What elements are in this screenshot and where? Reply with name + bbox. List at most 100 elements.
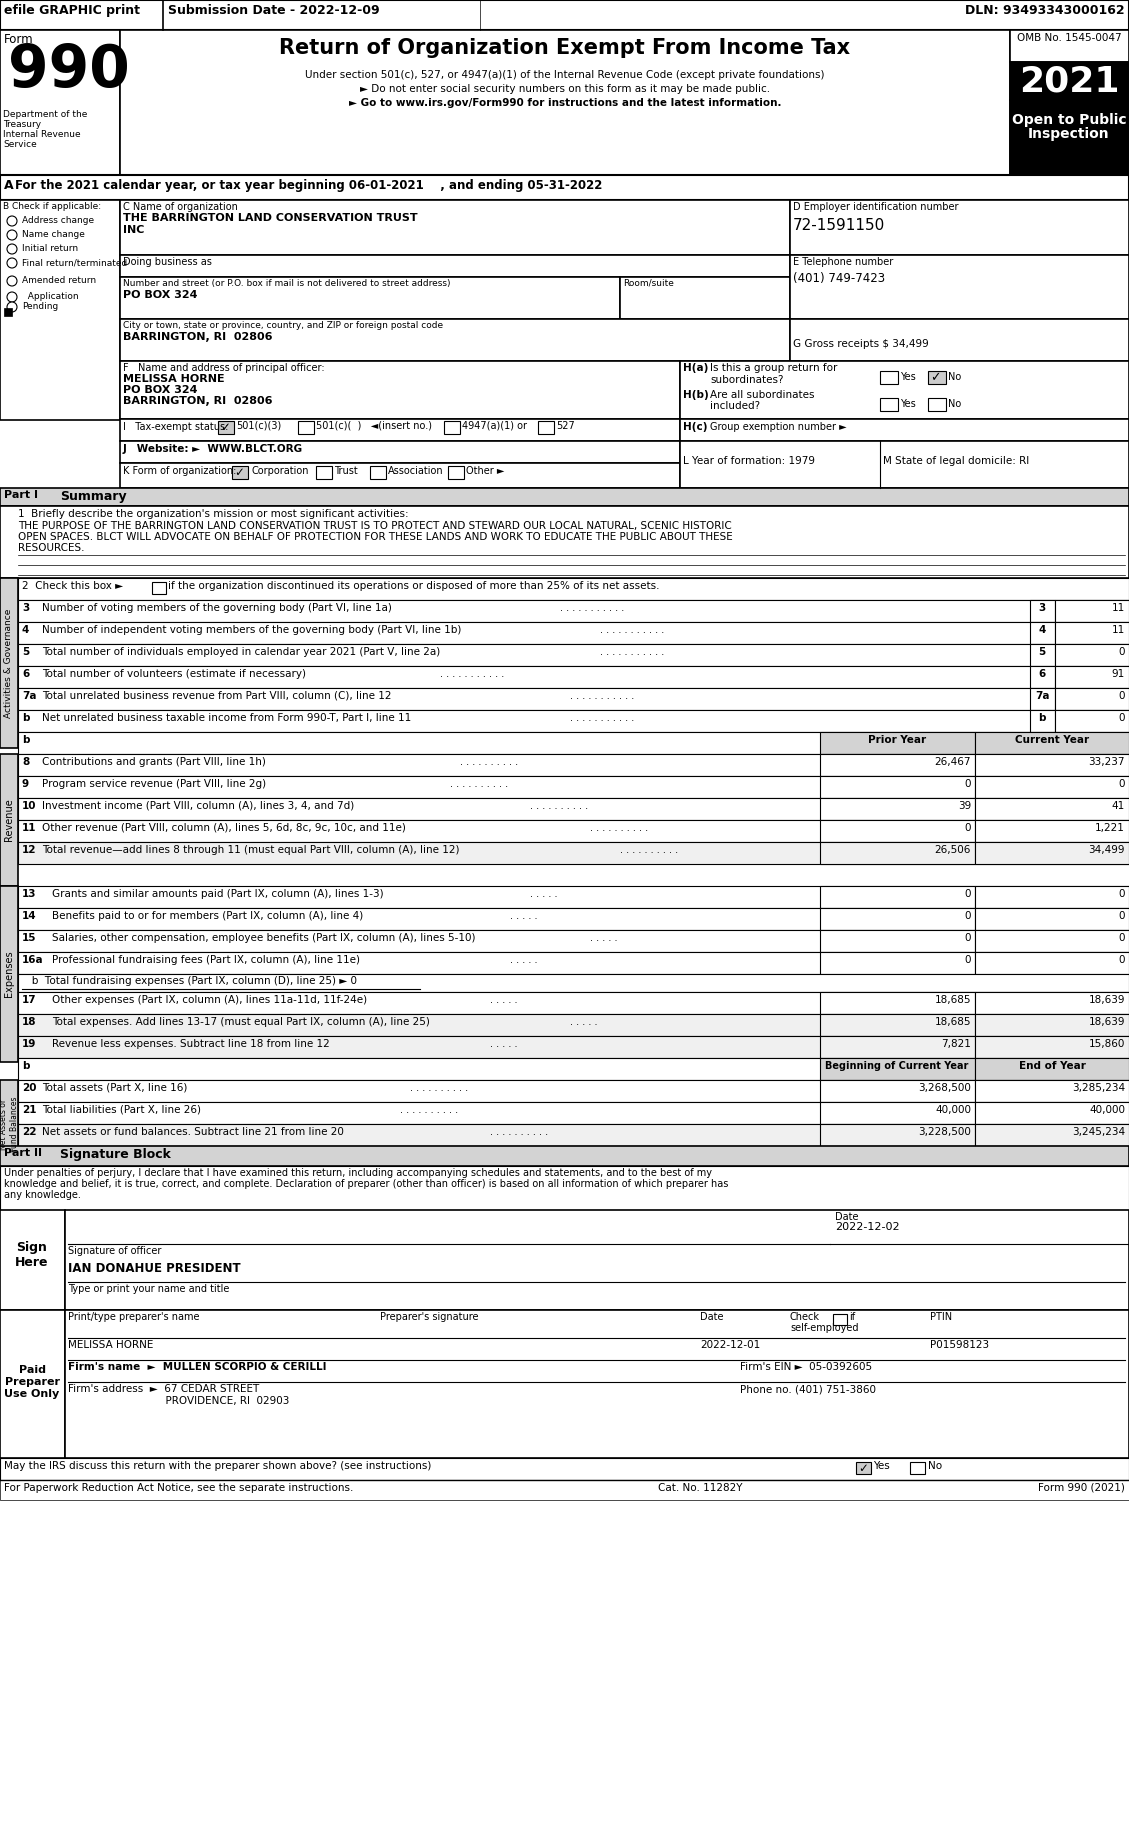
Text: PO BOX 324: PO BOX 324 [123,384,198,395]
Text: Yes: Yes [873,1462,890,1471]
Text: . . . . .: . . . . . [510,911,537,920]
Bar [975,1037,1129,1059]
Bar [790,200,1129,255]
Text: Doing business as: Doing business as [123,257,212,266]
Text: Type or print your name and title: Type or print your name and title [68,1284,229,1294]
Bar [1030,601,1054,623]
Text: 4947(a)(1) or: 4947(a)(1) or [462,421,527,431]
Text: Revenue: Revenue [5,798,14,841]
Bar [820,952,975,974]
Bar [0,1166,1129,1210]
Text: 0: 0 [964,780,971,789]
Bar [0,0,1129,30]
Bar [928,371,946,384]
Text: 7,821: 7,821 [942,1039,971,1050]
Text: Part II: Part II [5,1148,42,1159]
Bar [218,421,234,434]
Text: Contributions and grants (Part VIII, line 1h): Contributions and grants (Part VIII, lin… [42,758,265,767]
Text: . . . . .: . . . . . [570,1016,597,1027]
Bar [975,1015,1129,1037]
Text: Name change: Name change [21,229,85,238]
Bar [0,1458,1129,1480]
Text: Summary: Summary [60,490,126,503]
Text: 9: 9 [21,780,29,789]
Bar [820,1079,975,1101]
Bar [975,776,1129,798]
Text: 3: 3 [21,602,29,614]
Text: Service: Service [3,140,37,150]
Text: INC: INC [123,225,145,235]
Text: Address change: Address change [21,216,94,225]
Bar [120,200,790,255]
Text: Signature of officer: Signature of officer [68,1246,161,1257]
Text: 0: 0 [1119,691,1124,700]
Text: . . . . . . . . . .: . . . . . . . . . . [490,1127,548,1137]
Text: 11: 11 [21,822,36,833]
Text: 7a: 7a [1035,691,1049,700]
Text: 2022-12-01: 2022-12-01 [700,1340,760,1351]
Bar [18,930,1129,952]
Text: E Telephone number: E Telephone number [793,257,893,266]
Text: 0: 0 [1119,780,1124,789]
Text: ► Go to www.irs.gov/Form990 for instructions and the latest information.: ► Go to www.irs.gov/Form990 for instruct… [349,98,781,107]
Text: . . . . .: . . . . . [590,933,618,942]
Text: . . . . . . . . . .: . . . . . . . . . . [410,1083,469,1092]
Bar [820,907,975,930]
Text: 41: 41 [1112,800,1124,811]
Text: L Year of formation: 1979: L Year of formation: 1979 [683,456,815,466]
Text: Yes: Yes [900,399,916,408]
Text: 0: 0 [964,822,971,833]
Bar [975,952,1129,974]
Text: End of Year: End of Year [1018,1061,1085,1072]
Text: 3,268,500: 3,268,500 [918,1083,971,1092]
Text: Activities & Governance: Activities & Governance [5,608,14,717]
Text: Return of Organization Exempt From Income Tax: Return of Organization Exempt From Incom… [280,39,850,57]
Text: Total revenue—add lines 8 through 11 (must equal Part VIII, column (A), line 12): Total revenue—add lines 8 through 11 (mu… [42,845,460,856]
Text: b  Total fundraising expenses (Part IX, column (D), line 25) ► 0: b Total fundraising expenses (Part IX, c… [21,976,357,987]
Text: . . . . . . . . . .: . . . . . . . . . . [620,845,679,856]
Bar [120,442,680,464]
Bar [18,1015,1129,1037]
Circle shape [7,259,17,268]
Text: 10: 10 [21,800,36,811]
Bar [975,885,1129,907]
Bar [975,798,1129,821]
Bar [0,578,18,748]
Text: 2  Check this box ►: 2 Check this box ► [21,580,123,591]
Text: 6: 6 [1039,669,1045,678]
Bar [120,360,680,419]
Text: DLN: 93493343000162: DLN: 93493343000162 [965,4,1124,17]
Bar [820,1037,975,1059]
Bar [18,907,1129,930]
Bar [298,421,314,434]
Text: Program service revenue (Part VIII, line 2g): Program service revenue (Part VIII, line… [42,780,266,789]
Text: . . . . . . . . . .: . . . . . . . . . . [460,758,518,767]
Bar [620,277,790,320]
Text: Total assets (Part X, line 16): Total assets (Part X, line 16) [42,1083,187,1092]
Text: Preparer's signature: Preparer's signature [380,1312,479,1321]
Circle shape [7,292,17,301]
Bar [18,1101,1129,1124]
Text: ► Do not enter social security numbers on this form as it may be made public.: ► Do not enter social security numbers o… [360,83,770,94]
Bar [0,488,1129,506]
Bar [975,907,1129,930]
Text: Yes: Yes [900,371,916,383]
Bar [18,885,1129,907]
Bar [18,1037,1129,1059]
Text: 3: 3 [1039,602,1045,614]
Bar [975,992,1129,1015]
Text: H(a): H(a) [683,362,708,373]
Text: 2022-12-02: 2022-12-02 [835,1222,900,1233]
Bar [0,885,18,1063]
Text: IAN DONAHUE PRESIDENT: IAN DONAHUE PRESIDENT [68,1262,240,1275]
Text: M State of legal domicile: RI: M State of legal domicile: RI [883,456,1030,466]
Text: Trust: Trust [334,466,358,477]
Text: 20: 20 [21,1083,36,1092]
Bar [820,1124,975,1146]
Text: Print/type preparer's name: Print/type preparer's name [68,1312,200,1321]
Bar [879,371,898,384]
Text: No: No [948,371,961,383]
Text: No: No [928,1462,942,1471]
Text: 18,639: 18,639 [1088,1016,1124,1027]
Text: Group exemption number ►: Group exemption number ► [710,421,847,432]
